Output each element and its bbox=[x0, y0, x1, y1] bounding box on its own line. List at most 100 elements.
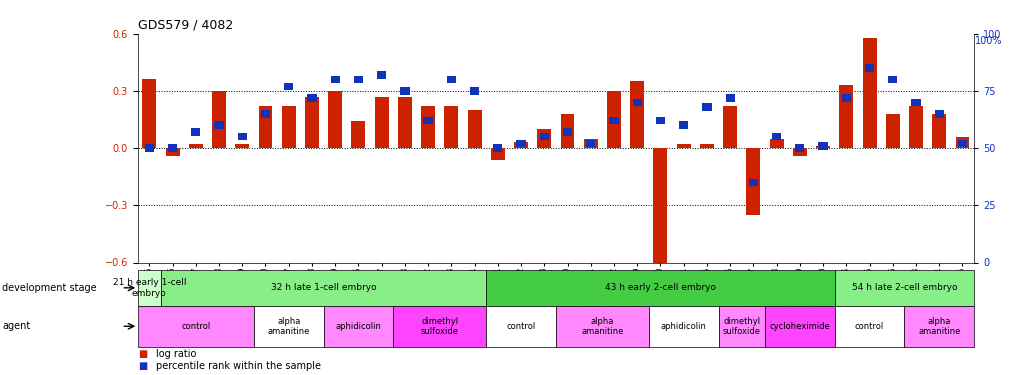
Bar bbox=[467, 110, 481, 148]
Bar bbox=[537, 129, 550, 148]
Text: aphidicolin: aphidicolin bbox=[660, 322, 706, 331]
FancyBboxPatch shape bbox=[138, 270, 161, 306]
Bar bbox=[235, 144, 249, 148]
Bar bbox=[143, 80, 156, 148]
Bar bbox=[583, 139, 597, 148]
FancyBboxPatch shape bbox=[393, 306, 486, 347]
Bar bbox=[191, 128, 200, 136]
Text: GDS579 / 4082: GDS579 / 4082 bbox=[138, 18, 232, 31]
Bar bbox=[586, 140, 595, 147]
Bar bbox=[841, 94, 850, 102]
FancyBboxPatch shape bbox=[834, 306, 904, 347]
Text: 54 h late 2-cell embryo: 54 h late 2-cell embryo bbox=[851, 284, 956, 292]
Bar bbox=[305, 97, 319, 148]
Bar bbox=[330, 76, 339, 83]
Bar bbox=[516, 140, 525, 147]
Text: ■: ■ bbox=[138, 350, 147, 359]
Bar bbox=[839, 85, 853, 148]
Bar bbox=[237, 133, 247, 141]
Bar bbox=[399, 87, 410, 95]
Text: dimethyl
sulfoxide: dimethyl sulfoxide bbox=[722, 316, 760, 336]
Bar bbox=[307, 94, 316, 102]
Bar bbox=[328, 91, 341, 148]
Bar bbox=[560, 114, 574, 148]
Bar bbox=[446, 76, 455, 83]
Text: 32 h late 1-cell embryo: 32 h late 1-cell embryo bbox=[270, 284, 376, 292]
Bar bbox=[864, 64, 873, 72]
Bar bbox=[444, 106, 458, 148]
FancyBboxPatch shape bbox=[138, 306, 254, 347]
Bar bbox=[423, 117, 432, 124]
Text: ■: ■ bbox=[138, 361, 147, 370]
Bar bbox=[908, 106, 922, 148]
Text: log ratio: log ratio bbox=[156, 350, 197, 359]
Bar bbox=[957, 140, 966, 147]
Bar bbox=[493, 144, 502, 152]
FancyBboxPatch shape bbox=[486, 306, 555, 347]
Bar bbox=[910, 99, 920, 106]
Bar bbox=[771, 133, 781, 141]
Bar bbox=[725, 94, 734, 102]
Bar bbox=[933, 110, 943, 118]
Bar bbox=[608, 117, 618, 124]
Bar bbox=[421, 106, 435, 148]
Text: alpha
amanitine: alpha amanitine bbox=[581, 316, 623, 336]
Bar bbox=[653, 148, 666, 266]
FancyBboxPatch shape bbox=[555, 306, 648, 347]
Bar bbox=[931, 114, 946, 148]
FancyBboxPatch shape bbox=[323, 306, 393, 347]
Bar bbox=[955, 136, 968, 148]
Bar bbox=[168, 144, 177, 152]
Bar bbox=[352, 122, 365, 148]
Bar bbox=[283, 82, 293, 90]
Text: percentile rank within the sample: percentile rank within the sample bbox=[156, 361, 321, 370]
Bar bbox=[562, 128, 572, 136]
Bar bbox=[792, 148, 806, 156]
Bar bbox=[514, 142, 528, 148]
FancyBboxPatch shape bbox=[648, 306, 717, 347]
Bar bbox=[189, 144, 203, 148]
Bar bbox=[354, 76, 363, 83]
FancyBboxPatch shape bbox=[834, 270, 973, 306]
Text: 21 h early 1-cell
embryo: 21 h early 1-cell embryo bbox=[112, 278, 185, 297]
Bar bbox=[470, 87, 479, 95]
FancyBboxPatch shape bbox=[486, 270, 834, 306]
Bar bbox=[722, 106, 737, 148]
Bar bbox=[374, 97, 388, 148]
Bar bbox=[145, 144, 154, 152]
FancyBboxPatch shape bbox=[254, 306, 323, 347]
Bar bbox=[862, 38, 875, 148]
Text: control: control bbox=[505, 322, 535, 331]
Text: control: control bbox=[181, 322, 210, 331]
Bar bbox=[630, 81, 644, 148]
Bar bbox=[699, 144, 713, 148]
Bar bbox=[261, 110, 270, 118]
Text: control: control bbox=[854, 322, 883, 331]
Bar bbox=[606, 91, 621, 148]
Text: cycloheximide: cycloheximide bbox=[768, 322, 829, 331]
Bar bbox=[539, 133, 548, 141]
Text: 100%: 100% bbox=[974, 36, 1002, 46]
Bar bbox=[397, 97, 412, 148]
Bar bbox=[795, 144, 804, 152]
Text: dimethyl
sulfoxide: dimethyl sulfoxide bbox=[420, 316, 459, 336]
Bar bbox=[490, 148, 504, 160]
Bar bbox=[815, 146, 829, 148]
Bar bbox=[632, 99, 641, 106]
Text: development stage: development stage bbox=[2, 283, 97, 293]
FancyBboxPatch shape bbox=[764, 306, 834, 347]
FancyBboxPatch shape bbox=[161, 270, 486, 306]
Bar bbox=[679, 122, 688, 129]
Bar bbox=[281, 106, 296, 148]
Bar bbox=[746, 148, 759, 215]
Bar bbox=[884, 114, 899, 148]
Text: agent: agent bbox=[2, 321, 31, 331]
Bar bbox=[888, 76, 897, 83]
Text: 43 h early 2-cell embryo: 43 h early 2-cell embryo bbox=[604, 284, 715, 292]
Text: alpha
amanitine: alpha amanitine bbox=[917, 316, 960, 336]
FancyBboxPatch shape bbox=[904, 306, 973, 347]
Bar bbox=[655, 117, 664, 124]
Bar bbox=[676, 144, 690, 148]
Bar bbox=[212, 91, 226, 148]
Bar bbox=[769, 139, 783, 148]
